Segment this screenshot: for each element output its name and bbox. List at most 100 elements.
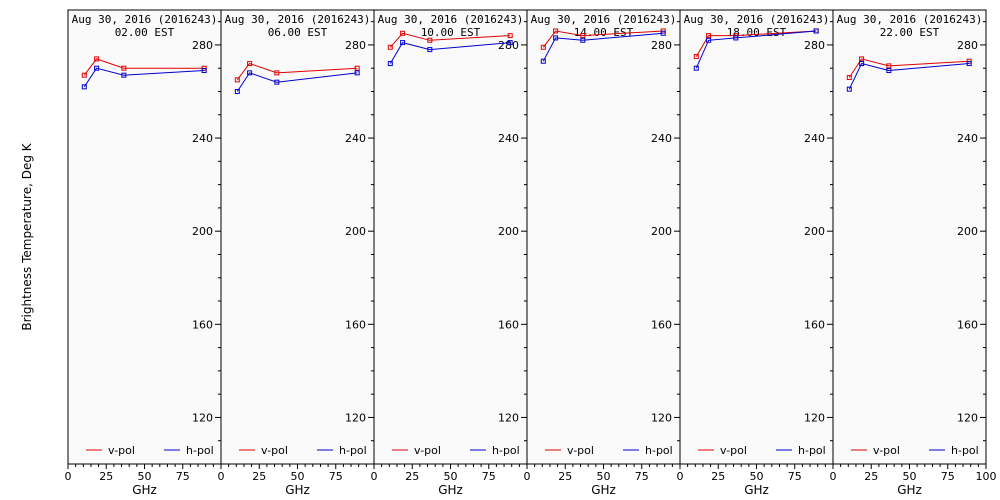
legend-label-v-pol: v-pol [108,444,135,457]
x-tick-label: 25 [558,470,572,483]
panel-title: Aug 30, 2016 (2016243) [378,13,524,26]
data-point-v-pol [427,37,433,43]
x-tick-label: 0 [65,470,72,483]
data-point-v-pol [859,56,865,62]
x-tick-label: 75 [635,470,649,483]
x-tick-label: 50 [444,470,458,483]
panel-title: Aug 30, 2016 (2016243) [837,13,983,26]
x-tick-label: 0 [218,470,225,483]
x-tick-label: 75 [482,470,496,483]
data-point-h-pol [81,84,87,90]
panel-subtitle: 10.00 EST [421,26,481,39]
data-point-h-pol [274,79,280,85]
legend-label-v-pol: v-pol [720,444,747,457]
x-tick-label: 50 [903,470,917,483]
y-axis-label: Brightness Temperature, Deg K [20,142,34,330]
legend-label-h-pol: h-pol [951,444,979,457]
legend-label-v-pol: v-pol [567,444,594,457]
y-tick-label: 120 [498,411,519,424]
series-line-v-pol [695,30,817,57]
data-point-v-pol [234,77,240,83]
series-line-h-pol [236,72,358,92]
panel-5: Aug 30, 2016 (2016243)18.00 EST 120 160 200… [677,10,834,497]
legend-label-v-pol: v-pol [873,444,900,457]
y-tick-label: 280 [345,39,366,52]
series-line-h-pol [542,32,664,62]
data-point-h-pol [540,58,546,64]
x-tick-label: 50 [291,470,305,483]
x-axis-label: GHz [591,483,616,497]
data-point-h-pol [507,40,513,46]
y-tick-label: 120 [651,411,672,424]
x-tick-label: 25 [99,470,113,483]
legend-label-h-pol: h-pol [645,444,673,457]
y-tick-label: 200 [651,225,672,238]
x-tick-label: 50 [597,470,611,483]
x-tick-label: 0 [677,470,684,483]
data-point-h-pol [427,47,433,53]
x-tick-label: 50 [138,470,152,483]
data-point-v-pol [693,54,699,60]
legend-label-h-pol: h-pol [339,444,367,457]
x-axis-label: GHz [132,483,157,497]
panel-subtitle: 22.00 EST [880,26,940,39]
data-point-v-pol [507,33,513,39]
y-tick-label: 240 [957,132,978,145]
data-point-v-pol [354,65,360,71]
y-tick-label: 200 [192,225,213,238]
y-tick-label: 160 [192,318,213,331]
data-point-h-pol [387,61,393,67]
data-point-v-pol [247,61,253,67]
panel-title: Aug 30, 2016 (2016243) [684,13,830,26]
y-tick-label: 240 [192,132,213,145]
x-axis-label: GHz [438,483,463,497]
series-line-v-pol [848,58,970,78]
data-point-h-pol [234,88,240,94]
legend-label-h-pol: h-pol [798,444,826,457]
y-tick-label: 120 [957,411,978,424]
panel-title: Aug 30, 2016 (2016243) [531,13,677,26]
panel-subtitle: 18.00 EST [727,26,787,39]
series-line-h-pol [389,42,511,64]
x-axis-label: GHz [897,483,922,497]
data-point-h-pol [94,65,100,71]
panel-4: Aug 30, 2016 (2016243)14.00 EST120160200… [524,10,681,497]
data-point-v-pol [886,63,892,69]
y-tick-label: 280 [651,39,672,52]
y-tick-label: 200 [804,225,825,238]
x-tick-label: 25 [405,470,419,483]
data-point-h-pol [886,68,892,74]
x-tick-label: 75 [941,470,955,483]
legend-label-v-pol: v-pol [261,444,288,457]
y-tick-label: 160 [651,318,672,331]
data-point-h-pol [247,70,253,76]
panels-group: Aug 30, 2016 (2016243)02.00 EST120160200… [65,9,997,497]
data-point-h-pol [813,28,819,34]
x-tick-label: 50 [750,470,764,483]
y-tick-label: 200 [498,225,519,238]
series-line-v-pol [389,32,511,48]
data-point-v-pol [94,56,100,62]
panel-title: Aug 30, 2016 (2016243) [72,13,218,26]
data-point-h-pol [400,40,406,46]
data-point-h-pol [580,37,586,43]
legend-label-h-pol: h-pol [186,444,214,457]
series-line-v-pol [542,30,664,48]
y-tick-label: 240 [804,132,825,145]
y-tick-label: 280 [192,39,213,52]
panel-title: Aug 30, 2016 (2016243) [225,13,371,26]
data-point-h-pol [733,35,739,41]
panel-2: Aug 30, 2016 (2016243)06.00 EST 120 160 200… [218,10,375,497]
data-point-v-pol [121,65,127,71]
x-tick-label: 75 [176,470,190,483]
data-point-h-pol [354,70,360,76]
y-tick-label: 160 [957,318,978,331]
data-point-v-pol [400,30,406,36]
y-tick-label: 120 [192,411,213,424]
data-point-v-pol [706,33,712,39]
y-tick-label: 280 [957,39,978,52]
y-tick-label: 160 [498,318,519,331]
data-point-h-pol [706,37,712,43]
x-axis-label: GHz [285,483,310,497]
